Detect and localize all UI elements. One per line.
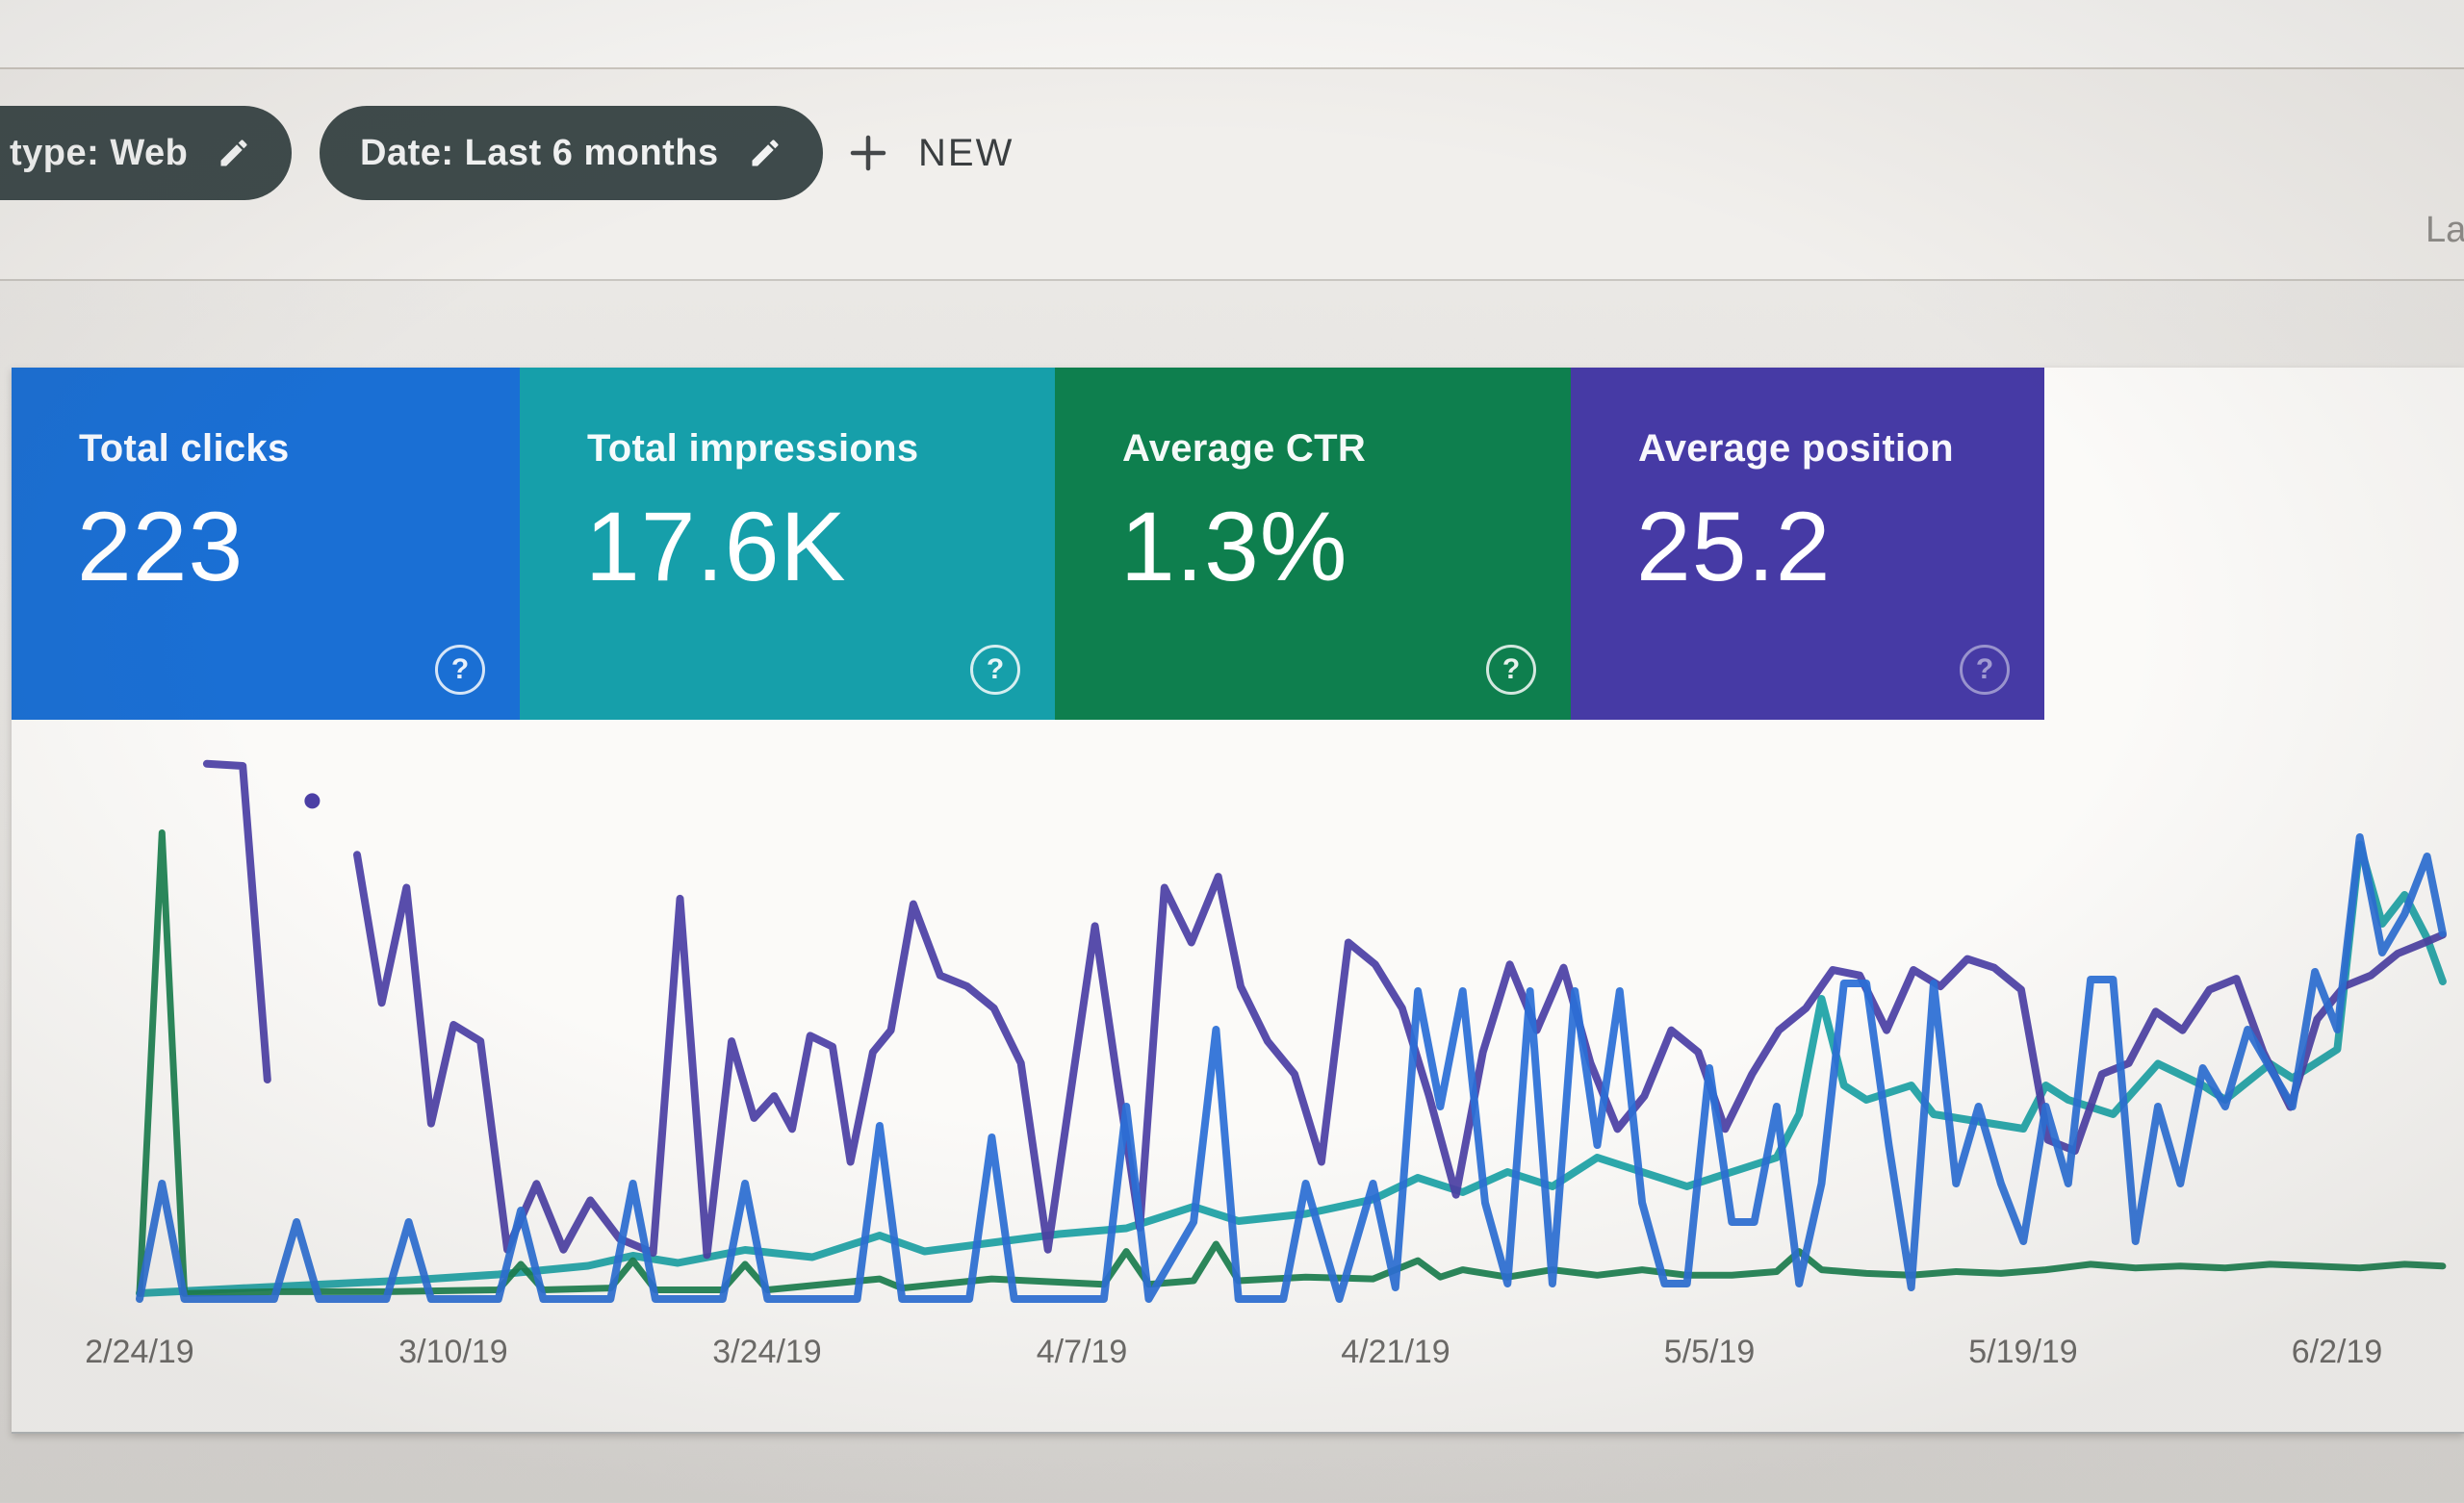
help-icon[interactable]: ? [1486,645,1536,695]
filter-bar: type: Web Date: Last 6 months NEW La [0,69,2464,281]
partial-text-top-right: La [2426,210,2464,250]
metric-title: Average position [1638,427,1954,470]
metric-value: 17.6K [585,492,847,601]
plus-icon [845,130,891,176]
help-icon[interactable]: ? [1960,645,2010,695]
performance-chart [12,720,2464,1432]
metric-title: Total impressions [587,427,919,470]
browser-chrome-band [0,0,2464,69]
x-axis-label: 5/5/19 [1663,1334,1756,1370]
help-icon[interactable]: ? [435,645,485,695]
x-axis-label: 4/7/19 [1036,1334,1128,1370]
x-axis-label: 3/24/19 [712,1334,822,1370]
metric-value: 25.2 [1636,492,1832,601]
x-axis-label: 6/2/19 [2291,1334,2383,1370]
metric-value: 1.3% [1120,492,1348,601]
x-axis-label: 2/24/19 [85,1334,194,1370]
x-axis-label: 4/21/19 [1341,1334,1450,1370]
new-filter-label: NEW [918,131,1014,174]
metric-tile-average-position[interactable]: Average position 25.2 ? [1571,368,2044,720]
metric-tile-total-clicks[interactable]: Total clicks 223 ? [12,368,520,720]
metric-title: Total clicks [79,427,290,470]
metric-tile-total-impressions[interactable]: Total impressions 17.6K ? [520,368,1055,720]
x-axis-label: 5/19/19 [1968,1334,2078,1370]
filter-chip-label: Date: Last 6 months [360,132,719,173]
new-filter-button[interactable]: NEW [845,106,1014,200]
performance-card: Total clicks 223 ? Total impressions 17.… [12,368,2464,1434]
edit-icon[interactable] [748,136,783,170]
filter-chip-search-type[interactable]: type: Web [0,106,293,200]
x-axis-labels: 2/24/19 3/10/19 3/24/19 4/7/19 4/21/19 5/5/19… [12,1334,2464,1391]
metric-title: Average CTR [1122,427,1367,470]
series-line-position [353,851,2447,1260]
help-icon[interactable]: ? [970,645,1020,695]
series-point-position [304,793,321,809]
filter-chip-date[interactable]: Date: Last 6 months [320,106,823,200]
series-line-clicks [136,833,2447,1303]
metric-tile-average-ctr[interactable]: Average CTR 1.3% ? [1055,368,1571,720]
metric-value: 223 [77,492,244,601]
x-axis-label: 3/10/19 [398,1334,508,1370]
edit-icon[interactable] [217,136,251,170]
filter-chip-label: type: Web [10,132,189,173]
series-line-position [202,759,271,1083]
